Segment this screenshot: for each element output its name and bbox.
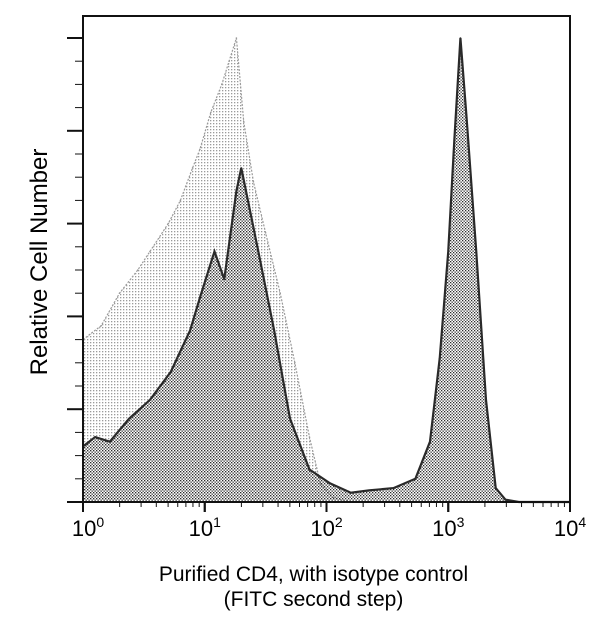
data-point [128, 417, 131, 420]
data-point [447, 250, 450, 253]
data-point [504, 498, 507, 501]
axis-ticks [67, 37, 571, 512]
data-point [199, 148, 201, 151]
data-point [273, 329, 275, 332]
data-point [108, 440, 111, 443]
data-point [149, 399, 151, 401]
data-point [453, 139, 456, 141]
tick-base: 10 [72, 516, 96, 541]
data-point [235, 37, 238, 39]
data-point [368, 489, 370, 492]
data-point [240, 167, 243, 169]
x-tick-label: 101 [189, 514, 221, 541]
data-point [279, 292, 282, 295]
data-point [220, 83, 223, 86]
data-point [228, 60, 230, 62]
data-point [252, 181, 255, 183]
tick-base: 10 [189, 516, 213, 541]
data-point [438, 357, 441, 359]
data-point [465, 116, 468, 118]
data-point [100, 324, 103, 327]
data-point [264, 232, 267, 234]
data-point [329, 482, 331, 485]
data-point [136, 269, 139, 271]
data-point [94, 436, 96, 438]
tick-exponent: 3 [457, 514, 465, 530]
data-point [191, 167, 194, 169]
data-point [294, 362, 296, 364]
data-point [167, 222, 170, 225]
data-point [189, 329, 191, 332]
data-point [223, 278, 226, 281]
data-point [213, 250, 216, 253]
data-point [429, 440, 431, 443]
data-point [289, 417, 291, 420]
tick-exponent: 0 [96, 514, 104, 530]
data-point [235, 190, 238, 192]
data-point [308, 436, 311, 438]
data-point [494, 487, 497, 489]
data-point [169, 371, 172, 373]
data-point [392, 487, 395, 489]
data-point [485, 399, 487, 401]
tick-base: 10 [554, 516, 578, 541]
series-area-cd4 [83, 38, 570, 502]
data-point [475, 250, 478, 253]
y-axis-label: Relative Cell Number [26, 148, 53, 376]
tick-base: 10 [432, 516, 456, 541]
data-point [199, 297, 201, 299]
tick-exponent: 2 [335, 514, 343, 530]
x-axis-label-line2: (FITC second step) [223, 588, 404, 611]
data-point [414, 478, 417, 480]
data-point [459, 37, 462, 39]
x-tick-label: 100 [72, 514, 104, 541]
series-layer [82, 37, 571, 504]
data-point [350, 491, 352, 494]
data-point [257, 250, 260, 253]
data-point [308, 468, 311, 471]
x-tick-label: 104 [554, 514, 586, 541]
data-point [242, 120, 245, 123]
x-tick-label: 102 [310, 514, 342, 541]
data-point [149, 250, 151, 253]
x-tick-labels: 100 101 102 103 104 [72, 514, 586, 541]
data-point [118, 292, 121, 295]
series-line-isotype [82, 37, 351, 503]
x-tick-label: 103 [432, 514, 464, 541]
data-point [179, 199, 182, 202]
tick-exponent: 4 [578, 514, 586, 530]
data-point [210, 111, 212, 114]
tick-exponent: 1 [213, 514, 221, 530]
x-axis-label: Purified CD4, with isotype control [158, 563, 469, 586]
tick-base: 10 [310, 516, 334, 541]
